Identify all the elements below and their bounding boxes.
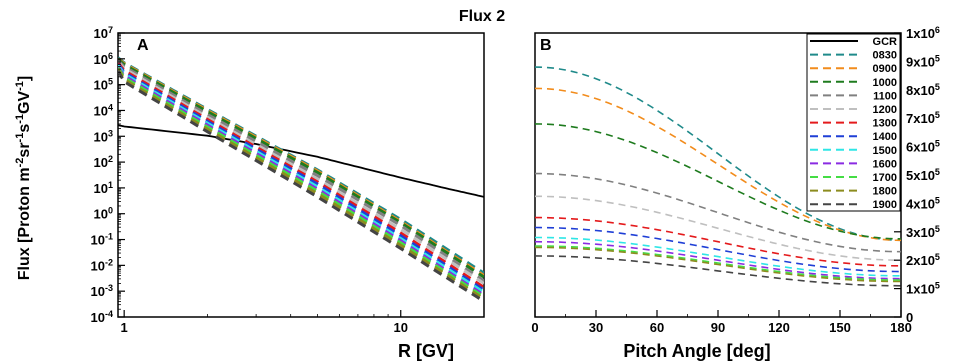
legend-item: 1600 (810, 158, 897, 170)
panel-b-ytick-label: 9x105 (906, 53, 940, 69)
panel-b-ytick-label: 8x105 (906, 82, 940, 98)
panel-b-xtick-label: 90 (711, 320, 725, 335)
panel-b-series-1800 (535, 246, 901, 283)
panel-a-series-1800 (118, 68, 484, 301)
legend-label: 1500 (873, 145, 897, 157)
legend-label: GCR (873, 36, 898, 48)
panel-b-series-0900 (535, 87, 901, 242)
panel-a-ytick-label: 103 (94, 128, 113, 144)
panel-b-letter: B (540, 37, 552, 54)
panel-a-ytick-label: 104 (94, 102, 113, 118)
panel-a-ytick-label: 100 (94, 206, 113, 222)
legend-item: GCR (810, 36, 897, 48)
panel-a-ytick-label: 10-2 (91, 257, 113, 273)
panel-b-ytick-label: 7x105 (906, 110, 940, 126)
panel-a-xtick-label: 1 (121, 320, 128, 335)
legend-item: 1100 (810, 90, 897, 102)
panel-a-lines (118, 56, 484, 303)
panel-b-ytick-label: 0 (906, 310, 913, 325)
panel-a-series-1600 (118, 65, 484, 297)
legend-label: 1800 (873, 186, 897, 198)
legend-label: 1400 (873, 131, 897, 143)
panel-b-xtick-label: 180 (890, 320, 912, 335)
panel-b-xlabel: Pitch Angle [deg] (623, 341, 770, 361)
panel-b-lines (535, 66, 901, 287)
panel-b-ytick-label: 3x105 (906, 224, 940, 240)
panel-a-ytick-label: 10-1 (91, 232, 113, 248)
panel-b-series (535, 66, 901, 287)
panel-a-ytick-label: 107 (94, 25, 113, 41)
panel-a-ytick-label: 106 (94, 51, 113, 67)
panel-b-series-0830 (535, 66, 901, 242)
panel-a-axes: 10710610510410310210110010-110-210-310-4… (91, 25, 485, 335)
panel-b-series-1900 (535, 255, 901, 287)
panel-a-ytick-label: 105 (94, 77, 113, 93)
legend-item: 0900 (810, 63, 897, 75)
panel-a: 10710610510410310210110010-110-210-310-4… (14, 25, 485, 361)
legend-label: 1300 (873, 118, 897, 130)
panel-b-xtick-label: 0 (531, 320, 538, 335)
legend-item: 1400 (810, 131, 897, 143)
legend-label: 0830 (873, 50, 897, 62)
legend-item: 1200 (810, 104, 897, 116)
panel-a-ytick-label: 102 (94, 154, 113, 170)
legend-item: 0830 (810, 50, 897, 62)
legend-item: 1800 (810, 186, 897, 198)
panel-a-ylabel: Flux [Proton m-2sr-1s-1GV-1] (14, 76, 33, 281)
panel-b-ytick-label: 1x105 (906, 281, 940, 297)
panel-b-ytick-label: 5x105 (906, 167, 940, 183)
panel-b-series-1700 (535, 245, 901, 281)
panel-b-ytick-label: 1x106 (906, 25, 940, 41)
legend-label: 1200 (873, 104, 897, 116)
panel-a-ytick-label: 10-4 (91, 309, 113, 325)
panel-a-xtick-label: 10 (394, 320, 408, 335)
panel-b-series-1500 (535, 236, 901, 277)
legend-label: 1100 (873, 90, 897, 102)
panel-b-ytick-label: 4x105 (906, 195, 940, 211)
panel-a-frame (117, 32, 485, 318)
panel-a-letter: A (137, 37, 149, 54)
panel-b-series-1400 (535, 226, 901, 273)
legend-label: 1600 (873, 158, 897, 170)
panel-a-series-1900 (118, 69, 484, 303)
panel-b-xtick-label: 60 (650, 320, 664, 335)
legend-item: 1300 (810, 118, 897, 130)
panel-a-ytick-label: 101 (94, 180, 113, 196)
panel-a-series-gcr (118, 124, 484, 198)
legend-item: 1000 (810, 77, 897, 89)
panel-a-series (118, 56, 484, 303)
panel-b-xtick-label: 150 (829, 320, 851, 335)
legend-label: 1900 (873, 199, 897, 211)
panel-b-series-1100 (535, 172, 901, 253)
panel-b-series-1200 (535, 195, 901, 261)
panel-b-xtick-label: 120 (768, 320, 790, 335)
panel-b-series-1300 (535, 216, 901, 267)
panel-a-series-1700 (118, 67, 484, 299)
legend-label: 1700 (873, 172, 897, 184)
panel-b-ytick-label: 6x105 (906, 139, 940, 155)
panel-a-xlabel: R [GV] (398, 341, 454, 361)
legend-item: 1900 (810, 199, 897, 211)
legend-label: 1000 (873, 77, 897, 89)
figure-title: Flux 2 (459, 8, 505, 25)
panel-a-ytick-label: 10-3 (91, 283, 113, 299)
legend-label: 0900 (873, 63, 897, 75)
panel-b-series-1600 (535, 240, 901, 280)
legend-item: 1500 (810, 145, 897, 157)
legend-item: 1700 (810, 172, 897, 184)
panel-b-ytick-label: 2x105 (906, 252, 940, 268)
panel-b-xtick-label: 30 (589, 320, 603, 335)
panel-b-series-1000 (535, 123, 901, 240)
